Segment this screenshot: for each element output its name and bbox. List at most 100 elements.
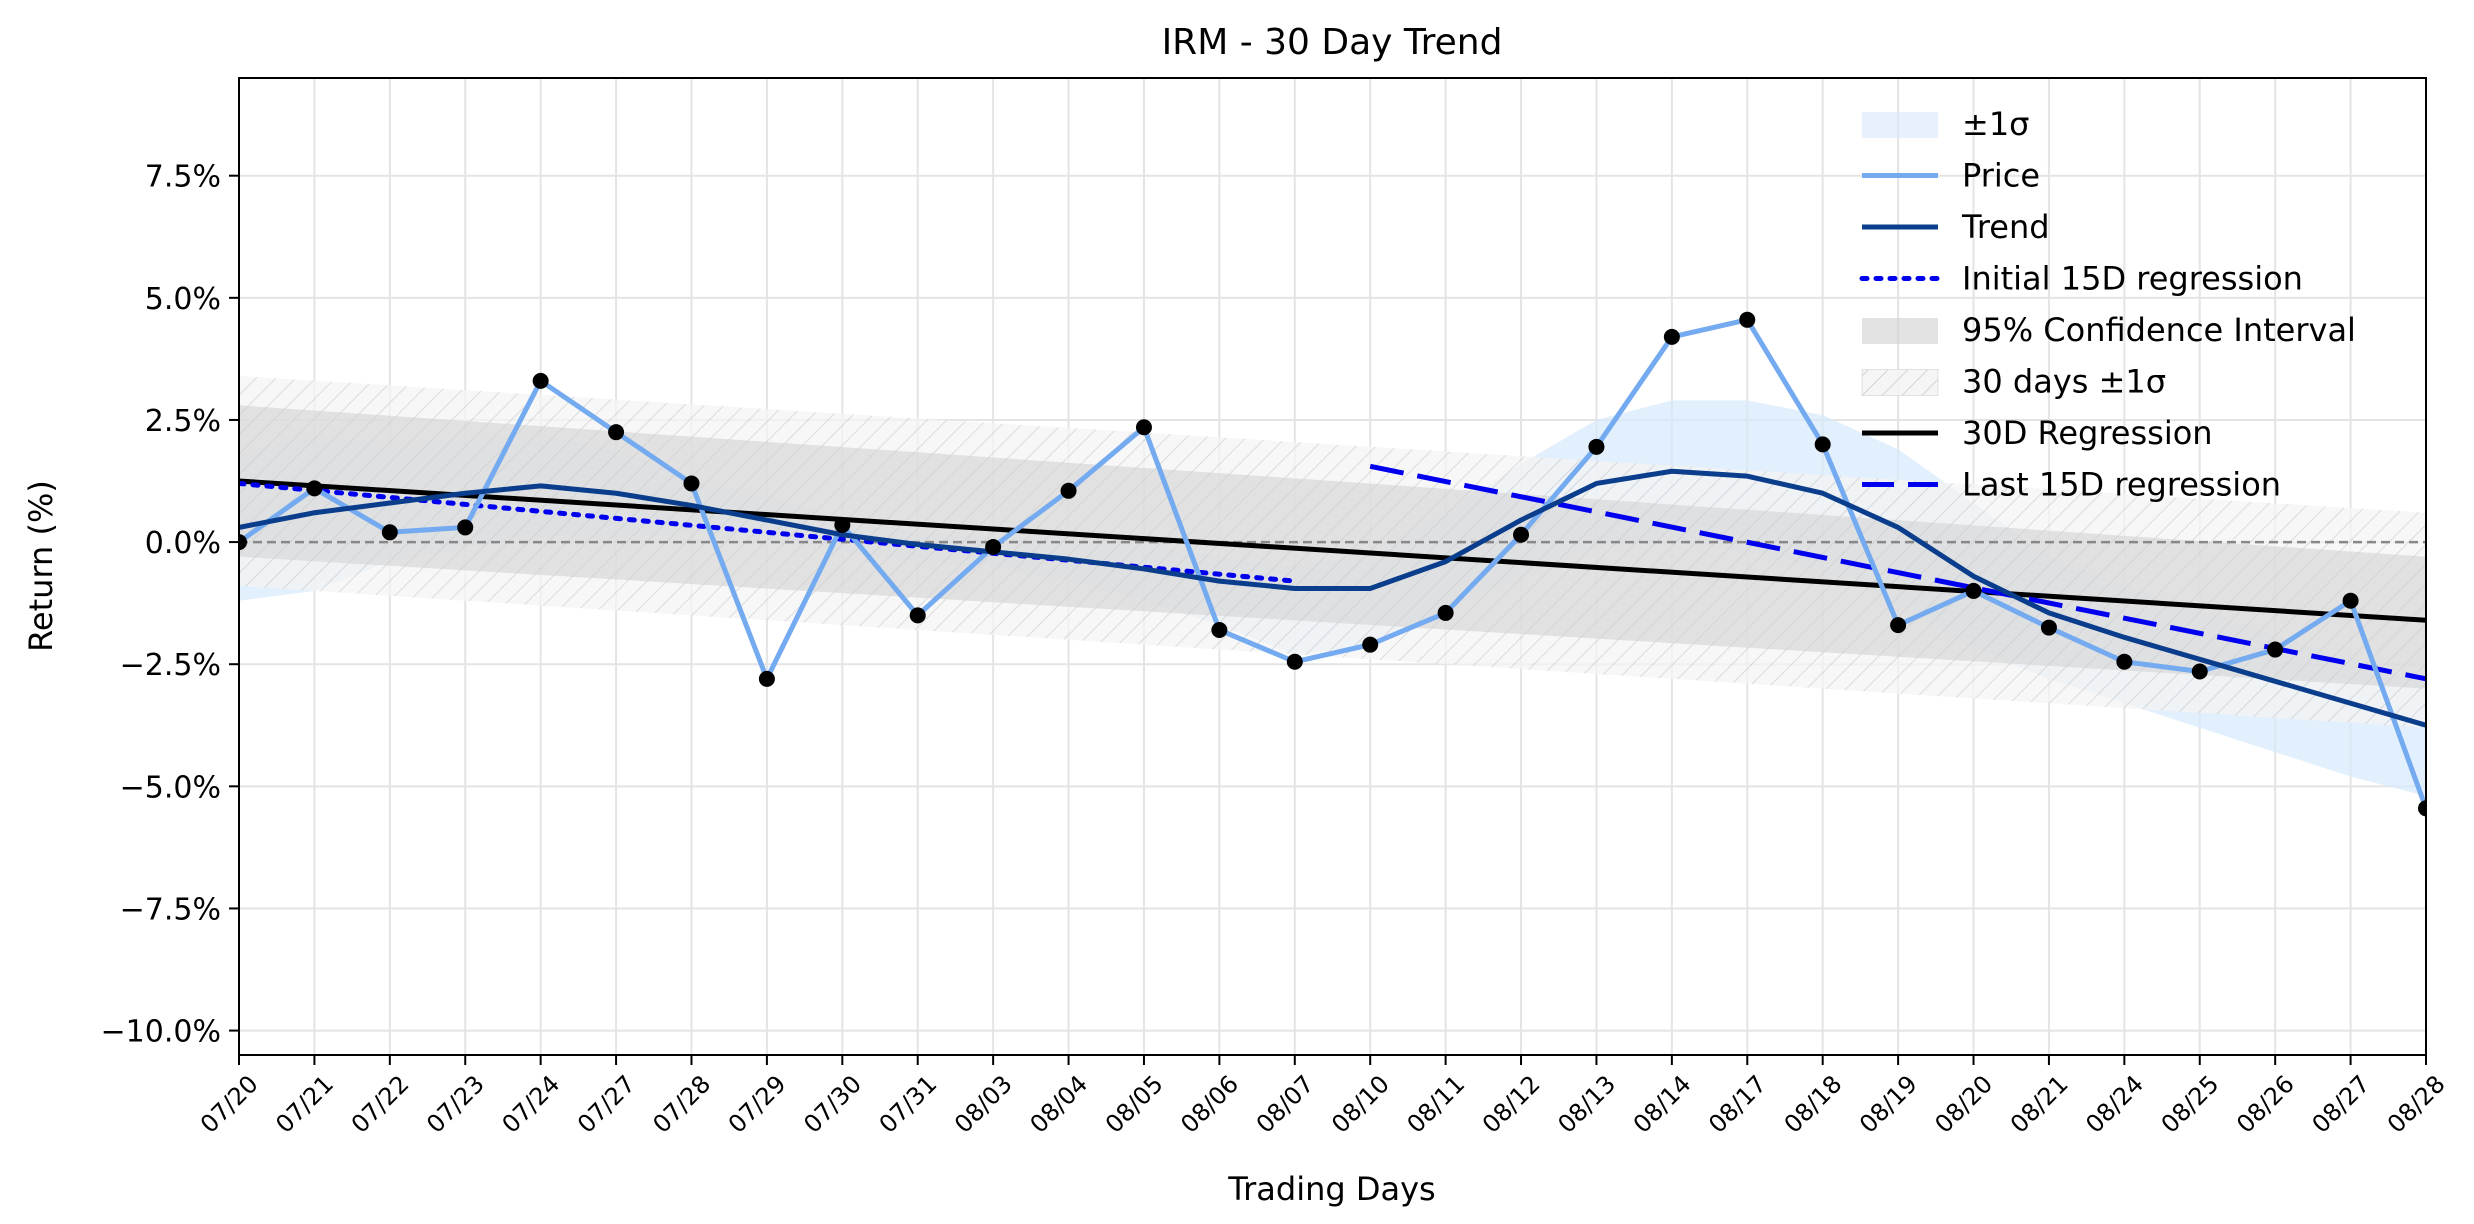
trend-line <box>239 468 2426 728</box>
plot-area <box>239 311 2426 817</box>
price-point <box>1890 617 1907 634</box>
plot-frame <box>238 77 2427 1056</box>
legend-item: Trend <box>1862 208 2050 246</box>
legend-item: 30D Regression <box>1862 414 2213 452</box>
price-point <box>1513 526 1530 543</box>
x-tick-label: 07/29 <box>723 1070 792 1139</box>
price-point <box>834 516 851 533</box>
legend-label: Last 15D regression <box>1962 466 2281 504</box>
price-point <box>608 424 625 441</box>
price-point <box>1739 311 1756 328</box>
price-point <box>2191 663 2208 680</box>
price-point <box>1814 436 1831 453</box>
price-line <box>239 317 2426 810</box>
price-point <box>909 607 926 624</box>
y-tick-label: 2.5% <box>145 404 221 439</box>
price-point <box>2040 619 2057 636</box>
y-tick-label: 0.0% <box>145 526 221 561</box>
band-confidence-interval <box>239 405 2426 689</box>
price-point <box>1663 328 1680 345</box>
y-tick-label: −7.5% <box>120 892 221 927</box>
last-15d-regression-line <box>1369 463 2426 682</box>
price-point <box>1588 438 1605 455</box>
legend-swatch <box>1861 369 1939 396</box>
legend-item: 30 days ±1σ <box>1861 363 2166 401</box>
price-point <box>239 534 247 551</box>
legend-swatch <box>1862 318 1938 344</box>
x-tick-label: 08/07 <box>1251 1070 1320 1139</box>
y-tick-label: −10.0% <box>101 1015 221 1050</box>
x-axis: 07/20 07/21 07/22 07/23 07/24 07/27 07/28 07/29… <box>195 1055 2451 1139</box>
price-point <box>306 480 323 497</box>
price-point <box>2418 800 2426 817</box>
legend-label: 30D Regression <box>1962 414 2213 452</box>
x-tick-label: 08/20 <box>1929 1070 1998 1139</box>
x-tick-label: 08/21 <box>2005 1070 2074 1139</box>
legend-item: Last 15D regression <box>1862 466 2281 504</box>
price-point <box>1286 653 1303 670</box>
x-axis-label: Trading Days <box>1227 1170 1435 1208</box>
legend-item: ±1σ <box>1862 105 2029 143</box>
x-tick-label: 08/05 <box>1100 1070 1169 1139</box>
x-tick-label: 08/14 <box>1628 1070 1697 1139</box>
x-tick-label: 07/22 <box>346 1070 415 1139</box>
x-tick-label: 07/23 <box>421 1070 490 1139</box>
legend-label: Price <box>1962 157 2040 195</box>
x-tick-label: 08/10 <box>1326 1070 1395 1139</box>
x-tick-label: 07/27 <box>572 1070 641 1139</box>
x-tick-label: 08/03 <box>949 1070 1018 1139</box>
price-point <box>381 524 398 541</box>
x-tick-label: 07/30 <box>798 1070 867 1139</box>
legend-item: Price <box>1862 157 2040 195</box>
y-tick-label: −5.0% <box>120 770 221 805</box>
legend-label: Initial 15D regression <box>1962 260 2303 298</box>
legend-label: 95% Confidence Interval <box>1962 311 2356 349</box>
price-point <box>457 519 474 536</box>
price-point <box>1965 582 1982 599</box>
x-tick-label: 07/28 <box>647 1070 716 1139</box>
y-tick-label: 5.0% <box>145 282 221 317</box>
x-tick-label: 07/31 <box>874 1070 943 1139</box>
legend-label: 30 days ±1σ <box>1962 363 2166 401</box>
price-point <box>1437 604 1454 621</box>
legend-label: ±1σ <box>1962 105 2029 143</box>
price-point <box>1211 622 1228 639</box>
y-tick-label: 7.5% <box>145 160 221 195</box>
x-tick-label: 08/04 <box>1025 1070 1094 1139</box>
legend-item: Initial 15D regression <box>1859 260 2303 298</box>
x-tick-label: 08/18 <box>1779 1070 1848 1139</box>
price-point <box>1362 636 1379 653</box>
price-point <box>683 475 700 492</box>
y-axis-label: Return (%) <box>22 480 60 652</box>
legend-swatch <box>1862 112 1938 138</box>
price-point <box>1060 482 1077 499</box>
x-tick-label: 08/19 <box>1854 1070 1923 1139</box>
price-point <box>758 670 775 687</box>
price-point <box>985 538 1002 555</box>
price-point <box>2116 653 2133 670</box>
legend-item: 95% Confidence Interval <box>1862 311 2356 349</box>
y-tick-label: −2.5% <box>120 648 221 683</box>
chart-title: IRM - 30 Day Trend <box>1162 22 1503 63</box>
x-tick-label: 08/26 <box>2231 1070 2300 1139</box>
x-tick-label: 08/11 <box>1402 1070 1471 1139</box>
price-point <box>532 372 549 389</box>
x-tick-label: 07/24 <box>497 1070 566 1139</box>
x-tick-label: 08/06 <box>1175 1070 1244 1139</box>
legend: ±1σ Price Trend Initial 15D regression 95% C… <box>1859 105 2356 504</box>
x-tick-label: 08/27 <box>2307 1070 2376 1139</box>
x-tick-label: 08/25 <box>2156 1070 2225 1139</box>
y-axis: 7.5% 5.0% 2.5% 0.0% −2.5% −5.0% −7.5% −10.0% <box>101 160 239 1050</box>
x-tick-label: 07/21 <box>270 1070 339 1139</box>
x-tick-label: 08/28 <box>2382 1070 2451 1139</box>
x-tick-label: 08/24 <box>2080 1070 2149 1139</box>
x-tick-label: 08/17 <box>1703 1070 1772 1139</box>
x-tick-label: 08/12 <box>1477 1070 1546 1139</box>
x-tick-label: 07/20 <box>195 1070 264 1139</box>
x-tick-label: 08/13 <box>1552 1070 1621 1139</box>
price-point <box>1135 419 1152 436</box>
price-point <box>2342 592 2359 609</box>
legend-label: Trend <box>1961 208 2050 246</box>
regression-30d-line <box>239 478 2426 623</box>
